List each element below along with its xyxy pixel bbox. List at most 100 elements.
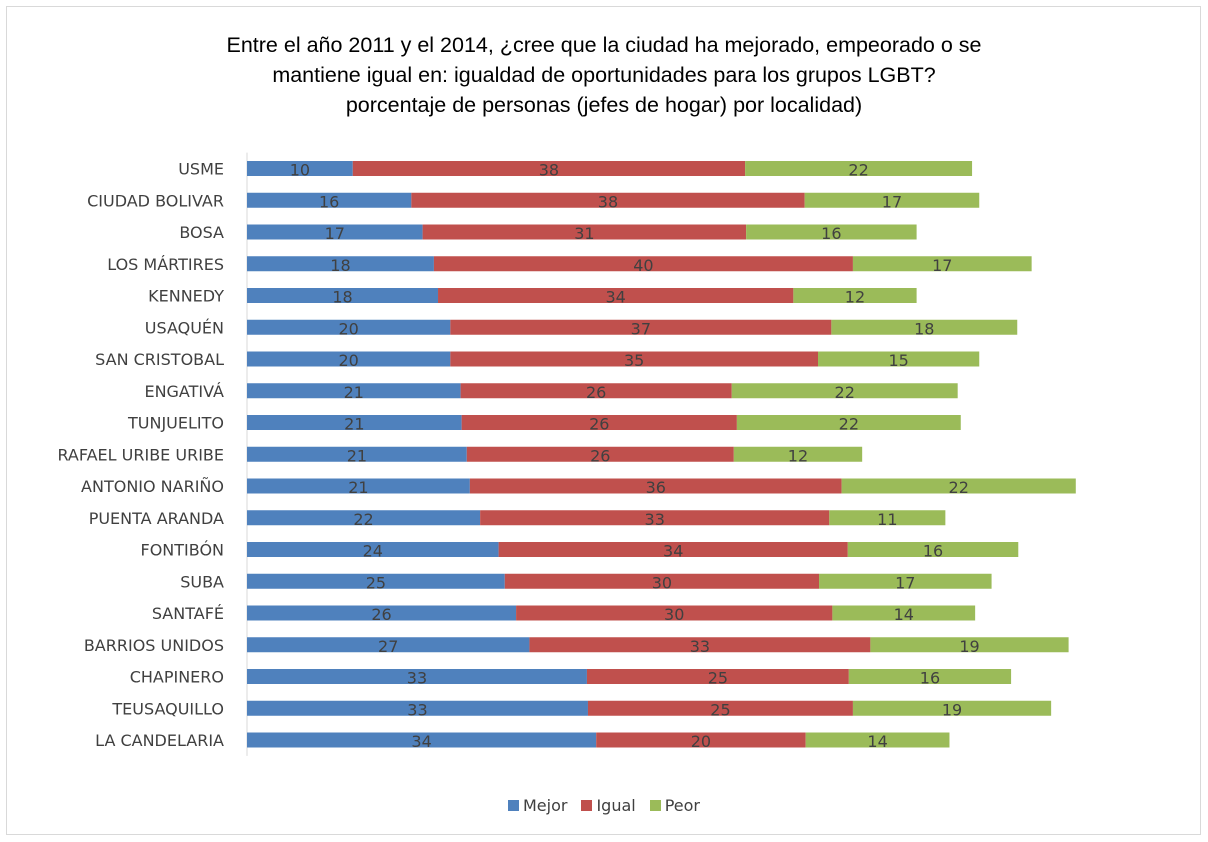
data-label-mejor-teusaquillo: 33	[407, 700, 427, 719]
bar-mejor-usme	[247, 161, 353, 176]
legend-swatch-peor	[649, 800, 661, 811]
legend-item-mejor: Mejor	[507, 796, 568, 815]
bar-mejor-rafael-uribe-uribe	[247, 446, 467, 462]
data-label-igual-barrios-unidos: 33	[690, 637, 710, 656]
bar-igual-santafe	[516, 605, 833, 621]
category-label-rafael-uribe-uribe: RAFAEL URIBE URIBE	[57, 445, 224, 464]
chart-title-line-1: Entre el año 2011 y el 2014, ¿cree que l…	[226, 33, 982, 57]
bar-igual-los-martires	[433, 256, 853, 272]
legend-label-mejor: Mejor	[522, 796, 568, 815]
bar-mejor-ciudad-bolivar	[247, 192, 412, 208]
legend-swatch-igual	[581, 800, 593, 811]
category-label-barrios-unidos: BARRIOS UNIDOS	[84, 636, 224, 655]
bar-igual-fontibon	[498, 542, 848, 557]
bar-peor-chapinero	[848, 669, 1012, 684]
data-label-peor-ciudad-bolivar: 17	[882, 192, 902, 211]
bar-igual-san-cristobal	[450, 351, 819, 367]
category-label-fontibon: FONTIBÓN	[140, 541, 224, 560]
bar-igual-usaquen	[450, 319, 832, 335]
bar-igual-la-candelaria	[596, 732, 806, 748]
bar-mejor-suba	[247, 573, 505, 589]
data-label-igual-los-martires: 40	[633, 256, 653, 275]
bar-peor-la-candelaria	[805, 732, 950, 748]
bar-mejor-santafe	[247, 605, 517, 621]
data-label-igual-teusaquillo: 25	[710, 700, 730, 719]
bar-mejor-los-martires	[247, 256, 434, 272]
data-label-mejor-la-candelaria: 34	[411, 732, 431, 751]
chart-title-line-3: porcentaje de personas (jefes de hogar) …	[345, 93, 863, 117]
bar-mejor-puenta-aranda	[247, 510, 481, 526]
data-label-peor-la-candelaria: 14	[867, 732, 887, 751]
bar-mejor-fontibon	[247, 542, 499, 557]
data-label-igual-engativa: 26	[586, 383, 606, 402]
bar-peor-antonio-narino	[841, 478, 1076, 494]
data-label-mejor-rafael-uribe-uribe: 21	[347, 446, 367, 465]
chart-title-line-2: mantiene igual en: igualdad de oportunid…	[272, 63, 936, 87]
legend-label-igual: Igual	[596, 796, 636, 815]
data-label-mejor-antonio-narino: 21	[348, 478, 368, 497]
data-label-peor-engativa: 22	[835, 383, 855, 402]
data-label-mejor-santafe: 26	[371, 605, 391, 624]
category-label-ciudad-bolivar: CIUDAD BOLIVAR	[87, 191, 224, 210]
data-label-mejor-san-cristobal: 20	[338, 351, 358, 370]
data-label-mejor-fontibon: 24	[363, 542, 383, 561]
bar-igual-teusaquillo	[587, 700, 853, 716]
data-label-peor-san-cristobal: 15	[888, 351, 908, 370]
data-label-mejor-chapinero: 33	[407, 669, 427, 688]
bar-peor-rafael-uribe-uribe	[733, 446, 863, 462]
bar-peor-usaquen	[831, 319, 1018, 335]
bar-mejor-kennedy	[247, 288, 439, 303]
bar-peor-puenta-aranda	[829, 510, 946, 526]
legend-item-peor: Peor	[649, 796, 700, 815]
data-label-mejor-usaquen: 20	[338, 319, 358, 338]
category-label-engativa: ENGATIVÁ	[144, 382, 224, 401]
category-label-san-cristobal: SAN CRISTOBAL	[95, 350, 224, 369]
legend-item-igual: Igual	[581, 796, 636, 815]
category-label-chapinero: CHAPINERO	[130, 668, 224, 687]
data-label-igual-chapinero: 25	[708, 669, 728, 688]
bar-mejor-chapinero	[247, 669, 587, 684]
data-label-mejor-tunjuelito: 21	[344, 415, 364, 434]
chart-legend: Mejor Igual Peor	[0, 796, 1208, 815]
data-label-mejor-barrios-unidos: 27	[378, 637, 398, 656]
bar-peor-ciudad-bolivar	[804, 192, 980, 208]
category-label-teusaquillo: TEUSAQUILLO	[111, 699, 224, 718]
bar-igual-puenta-aranda	[480, 510, 830, 526]
bar-peor-teusaquillo	[852, 700, 1052, 716]
bar-igual-suba	[504, 573, 820, 589]
data-label-igual-bosa: 31	[574, 224, 594, 243]
category-label-usaquen: USAQUÉN	[145, 318, 224, 337]
bar-mejor-usaquen	[247, 319, 451, 335]
bar-peor-tunjuelito	[736, 415, 961, 430]
data-label-peor-fontibon: 16	[923, 542, 943, 561]
data-label-peor-kennedy: 12	[845, 288, 865, 307]
data-label-peor-tunjuelito: 22	[839, 415, 859, 434]
data-label-mejor-usme: 10	[290, 161, 310, 180]
bar-igual-usme	[352, 161, 746, 176]
data-label-peor-teusaquillo: 19	[942, 700, 962, 719]
bar-peor-bosa	[746, 224, 917, 240]
data-label-mejor-los-martires: 18	[330, 256, 350, 275]
data-label-igual-puenta-aranda: 33	[645, 510, 665, 529]
data-label-mejor-ciudad-bolivar: 16	[319, 192, 339, 211]
data-label-peor-barrios-unidos: 19	[959, 637, 979, 656]
bar-igual-kennedy	[438, 288, 794, 303]
data-label-igual-suba: 30	[652, 573, 672, 592]
category-label-tunjuelito: TUNJUELITO	[127, 414, 224, 433]
data-label-peor-antonio-narino: 22	[949, 478, 969, 497]
bar-igual-bosa	[422, 224, 747, 240]
data-label-peor-bosa: 16	[821, 224, 841, 243]
category-label-santafe: SANTAFÉ	[152, 604, 224, 623]
bar-peor-san-cristobal	[818, 351, 980, 367]
data-label-igual-rafael-uribe-uribe: 26	[590, 446, 610, 465]
data-label-peor-santafe: 14	[894, 605, 914, 624]
bar-mejor-san-cristobal	[247, 351, 451, 367]
bar-peor-los-martires	[852, 256, 1032, 272]
bar-igual-barrios-unidos	[529, 637, 871, 653]
category-label-kennedy: KENNEDY	[148, 287, 224, 306]
bar-igual-chapinero	[586, 669, 849, 684]
data-label-igual-antonio-narino: 36	[646, 478, 666, 497]
category-label-los-martires: LOS MÁRTIRES	[107, 255, 224, 274]
data-label-igual-san-cristobal: 35	[624, 351, 644, 370]
